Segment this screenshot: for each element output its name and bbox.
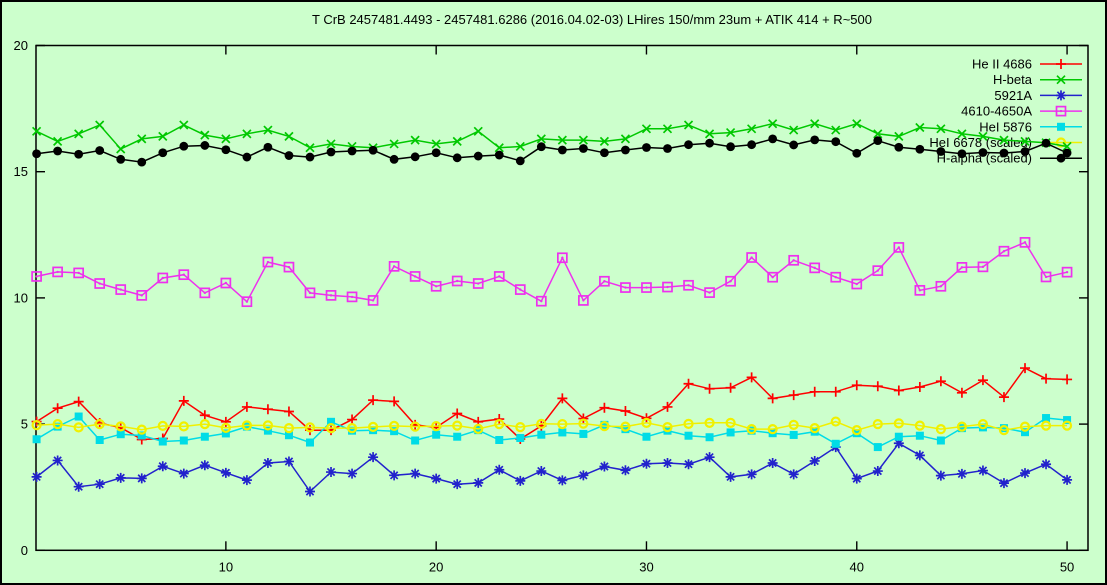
series-line xyxy=(36,420,1068,431)
y-tick-label: 10 xyxy=(14,290,28,305)
y-tick-label: 0 xyxy=(21,543,28,558)
legend-item-h-beta: H-beta xyxy=(993,72,1082,87)
series-line xyxy=(36,415,1068,448)
x-tick-label: 50 xyxy=(1060,559,1074,574)
legend-label: HeI 6678 (scaled) xyxy=(929,135,1032,150)
series-line xyxy=(36,367,1068,441)
legend-label: H-beta xyxy=(993,72,1033,87)
legend-item-he-ii-4686: He II 4686 xyxy=(972,57,1082,72)
plot-border xyxy=(35,44,1089,552)
legend-item-4610-4650a: 4610-4650A xyxy=(961,104,1082,119)
x-tick-label: 20 xyxy=(429,559,443,574)
legend-label: He II 4686 xyxy=(972,57,1032,72)
x-tick-label: 10 xyxy=(219,559,233,574)
legend-label: 5921A xyxy=(994,88,1032,103)
series-line xyxy=(36,241,1068,303)
data-series xyxy=(31,119,1073,497)
series-line xyxy=(36,138,1068,163)
series-5921a xyxy=(31,438,1073,497)
x-tick-label: 30 xyxy=(639,559,653,574)
chart-title: T CrB 2457481.4493 - 2457481.6286 (2016.… xyxy=(312,12,872,27)
series-4610-4650a xyxy=(31,237,1073,308)
series-hei-6678-scaled xyxy=(31,416,1073,436)
legend-label: HeI 5876 xyxy=(979,119,1032,134)
x-tick-label: 40 xyxy=(850,559,864,574)
legend-item-hei-5876: HeI 5876 xyxy=(979,119,1082,134)
y-tick-label: 5 xyxy=(21,417,28,432)
series-he-ii-4686 xyxy=(31,363,1073,445)
series-line xyxy=(36,442,1068,493)
axis-labels: 10 20 30 40 50 0 5 10 15 20 xyxy=(14,38,1075,574)
series-h-alpha-scaled xyxy=(32,134,1072,167)
series-line xyxy=(36,122,1068,150)
y-tick-label: 15 xyxy=(14,164,28,179)
legend-item-5921a: 5921A xyxy=(994,88,1082,103)
legend-label: 4610-4650A xyxy=(961,104,1032,119)
axis-ticks xyxy=(36,44,1088,551)
series-hei-5876 xyxy=(32,412,1072,452)
y-tick-label: 20 xyxy=(14,38,28,53)
